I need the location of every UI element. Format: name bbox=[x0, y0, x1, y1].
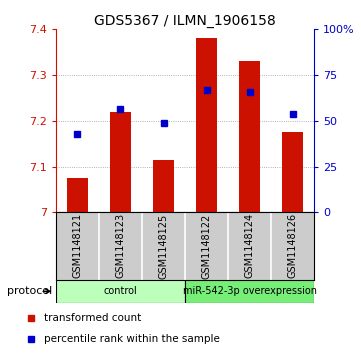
Bar bbox=[239, 61, 260, 212]
Text: miR-542-3p overexpression: miR-542-3p overexpression bbox=[183, 286, 317, 296]
Text: GSM1148121: GSM1148121 bbox=[73, 213, 82, 278]
Bar bbox=[153, 160, 174, 212]
Text: transformed count: transformed count bbox=[44, 313, 142, 323]
Bar bbox=[282, 132, 303, 212]
Bar bbox=[110, 111, 131, 212]
Bar bbox=[56, 280, 185, 303]
Text: protocol: protocol bbox=[7, 286, 52, 296]
Text: control: control bbox=[104, 286, 137, 296]
Text: GSM1148124: GSM1148124 bbox=[244, 213, 255, 278]
Text: GSM1148122: GSM1148122 bbox=[201, 213, 212, 278]
Bar bbox=[185, 280, 314, 303]
Text: GSM1148126: GSM1148126 bbox=[288, 213, 297, 278]
Text: GSM1148125: GSM1148125 bbox=[158, 213, 169, 278]
Bar bbox=[196, 38, 217, 212]
Bar bbox=[67, 178, 88, 212]
Text: GSM1148123: GSM1148123 bbox=[116, 213, 126, 278]
Title: GDS5367 / ILMN_1906158: GDS5367 / ILMN_1906158 bbox=[94, 14, 276, 28]
Text: percentile rank within the sample: percentile rank within the sample bbox=[44, 334, 220, 344]
